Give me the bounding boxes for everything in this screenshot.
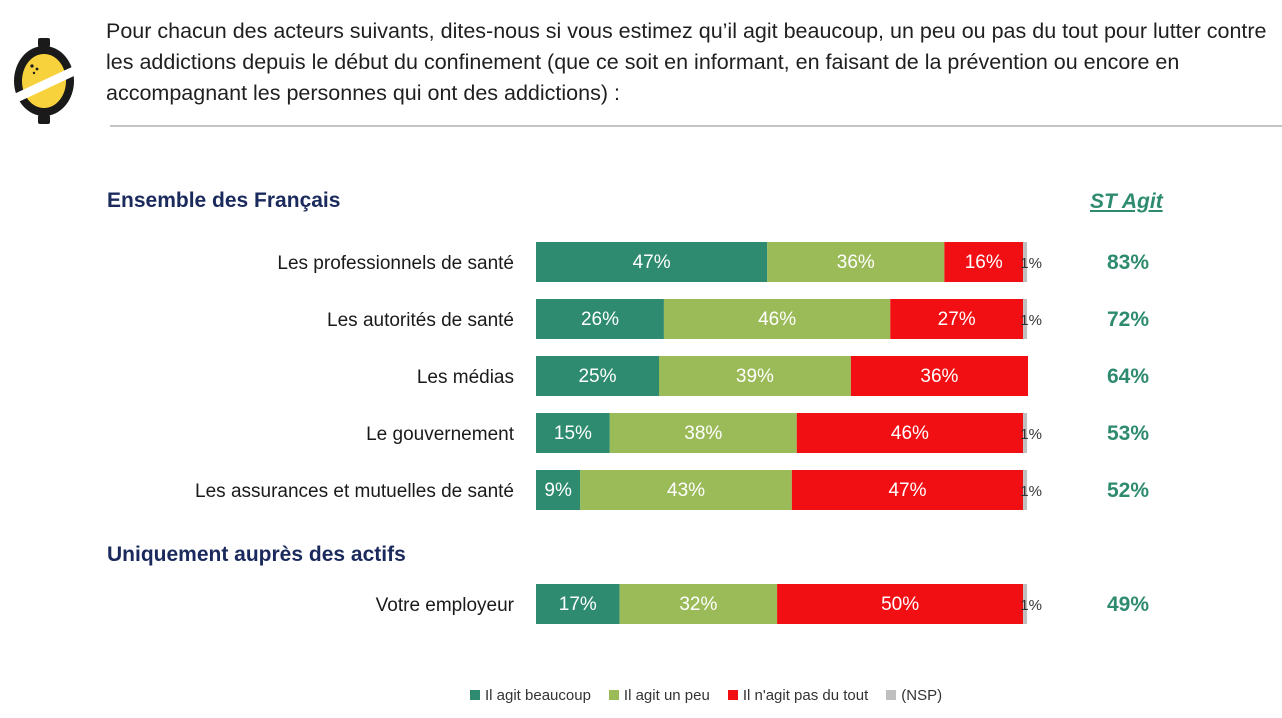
data-label-nsp: 1%	[1020, 426, 1042, 443]
legend: Il agit beaucoup Il agit un peu Il n'agit …	[470, 685, 942, 705]
bar-pas_du_tout	[777, 584, 1024, 624]
bar-beaucoup	[536, 299, 664, 339]
legend-swatch	[886, 690, 897, 700]
legend-label: Il agit beaucoup	[485, 686, 591, 704]
header-divider	[110, 125, 1282, 127]
data-label-un_peu: 38%	[684, 423, 722, 444]
survey-question: Pour chacun des acteurs suivants, dites-…	[106, 19, 1267, 105]
bar-un_peu	[619, 584, 778, 624]
data-label-un_peu: 46%	[758, 309, 796, 330]
data-label-nsp: 1%	[1020, 312, 1042, 329]
legend-label: (NSP)	[901, 686, 943, 704]
legend-label: Il n'agit pas du tout	[742, 686, 869, 704]
bar-un_peu	[767, 242, 945, 282]
data-label-pas_du_tout: 16%	[965, 252, 1003, 273]
category-label: Les assurances et mutuelles de santé	[195, 481, 514, 502]
bar-beaucoup	[536, 413, 610, 453]
bar-beaucoup	[536, 356, 659, 396]
data-label-beaucoup: 15%	[554, 423, 592, 444]
category-label: Les professionnels de santé	[277, 253, 514, 274]
data-label-un_peu: 36%	[837, 252, 875, 273]
legend-swatch	[608, 690, 619, 700]
bar-pas_du_tout	[850, 356, 1028, 396]
data-label-nsp: 1%	[1020, 255, 1042, 272]
category-label: Le gouvernement	[366, 424, 515, 445]
data-label-pas_du_tout: 46%	[891, 423, 929, 444]
bar-pas_du_tout	[944, 242, 1024, 282]
bar-un_peu	[580, 470, 792, 510]
st-agit-header: ST Agit	[1090, 190, 1163, 213]
category-label: Les médias	[417, 367, 514, 388]
data-label-beaucoup: 26%	[581, 309, 619, 330]
data-label-un_peu: 32%	[679, 594, 717, 615]
data-label-un_peu: 39%	[736, 366, 774, 387]
data-label-pas_du_tout: 36%	[920, 366, 958, 387]
section-title-actifs: Uniquement auprès des actifs	[107, 543, 406, 566]
bar-beaucoup	[536, 584, 620, 624]
legend-swatch	[470, 690, 480, 700]
st-agit-value: 52%	[1107, 479, 1149, 502]
st-agit-value: 64%	[1107, 365, 1149, 388]
section-title-ensemble: Ensemble des Français	[107, 189, 341, 212]
ifop-logo-icon	[14, 38, 74, 124]
bar-pas_du_tout	[796, 413, 1024, 453]
data-label-beaucoup: 47%	[633, 252, 671, 273]
bar-beaucoup	[536, 242, 768, 282]
bar-nsp	[1023, 242, 1028, 282]
data-label-un_peu: 43%	[667, 480, 705, 501]
st-agit-value: 83%	[1107, 251, 1149, 274]
data-label-pas_du_tout: 27%	[938, 309, 976, 330]
legend-item-pas_du_tout: Il n'agit pas du tout	[727, 685, 869, 705]
legend-swatch	[727, 690, 738, 700]
data-label-nsp: 1%	[1020, 483, 1042, 500]
data-label-beaucoup: 25%	[578, 366, 616, 387]
bar-un_peu	[609, 413, 797, 453]
data-label-beaucoup: 17%	[559, 594, 597, 615]
bar-un_peu	[659, 356, 851, 396]
bar-un_peu	[663, 299, 891, 339]
legend-item-beaucoup: Il agit beaucoup	[470, 685, 591, 705]
bar-nsp	[1023, 299, 1028, 339]
category-label: Les autorités de santé	[327, 310, 514, 331]
bar-beaucoup	[536, 470, 581, 510]
data-label-pas_du_tout: 47%	[888, 480, 926, 501]
st-agit-value: 49%	[1107, 593, 1149, 616]
bar-nsp	[1023, 470, 1028, 510]
bar-pas_du_tout	[791, 470, 1024, 510]
data-label-nsp: 1%	[1020, 597, 1042, 614]
bar-nsp	[1023, 413, 1028, 453]
st-agit-value: 53%	[1107, 422, 1149, 445]
legend-label: Il agit un peu	[623, 686, 710, 704]
legend-item-un_peu: Il agit un peu	[608, 685, 710, 705]
data-label-pas_du_tout: 50%	[881, 594, 919, 615]
legend-item-nsp: (NSP)	[886, 685, 942, 705]
data-label-beaucoup: 9%	[544, 480, 572, 501]
bar-nsp	[1023, 584, 1028, 624]
st-agit-value: 72%	[1107, 308, 1149, 331]
bar-pas_du_tout	[890, 299, 1024, 339]
category-label: Votre employeur	[376, 595, 515, 616]
